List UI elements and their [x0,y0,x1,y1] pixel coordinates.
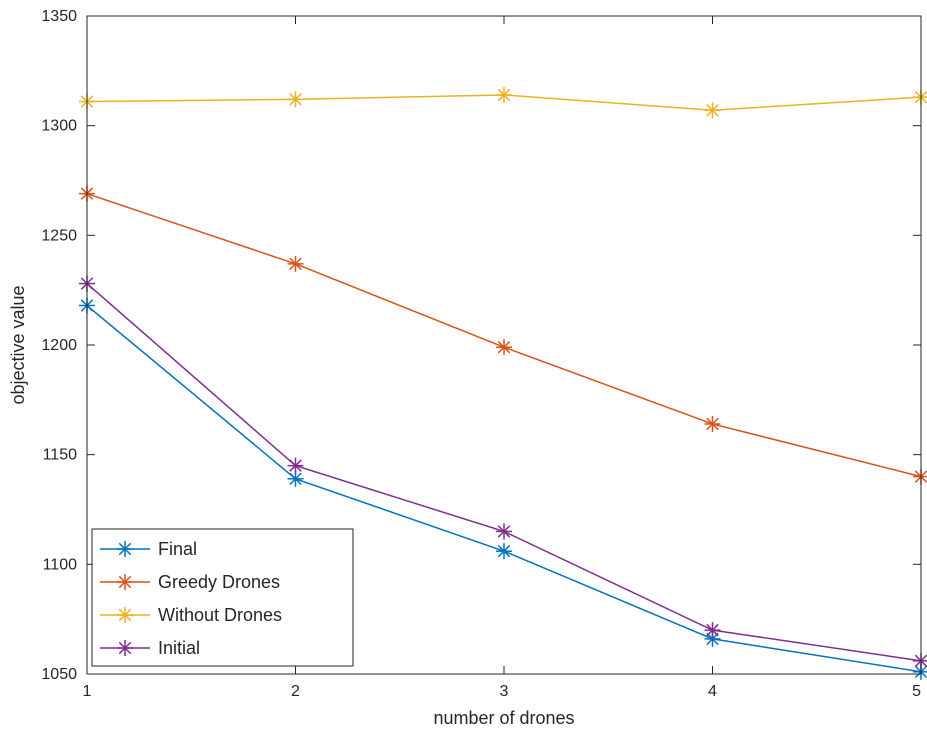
y-tick-label: 1250 [41,227,77,244]
legend-box [91,528,354,667]
legend: Final Greedy Drones Without Drones Initial [91,528,354,667]
legend-entry: Initial [100,638,200,658]
legend-label: Greedy Drones [158,572,280,592]
data-point-marker [704,415,721,432]
series-layer [79,86,927,680]
data-point-marker [287,457,304,474]
x-tick-label: 1 [83,683,92,700]
legend-marker [117,574,133,590]
data-point-marker [287,255,304,272]
y-tick-label: 1300 [41,118,77,135]
data-point-marker [496,543,512,560]
data-point-marker [704,630,721,647]
series-without-drones [79,86,927,119]
y-tick-label: 1150 [43,447,78,464]
series-line [86,192,922,478]
data-point-marker [704,102,721,119]
y-axis-label: objective value [8,285,28,404]
data-point-marker [287,91,304,108]
y-tick-label: 1100 [43,556,78,573]
x-tick-label: 2 [291,683,300,700]
axes-layer: 1 2 3 4 5 1050 1100 1150 1200 1250 1300 1350 number … [8,8,922,728]
y-tick-label: 1050 [41,666,77,683]
legend-label: Without Drones [158,605,282,625]
x-tick-label: 5 [912,683,921,700]
data-point-marker [496,339,512,356]
legend-label: Initial [158,638,200,658]
x-axis-label: number of drones [433,708,574,728]
y-tick-label: 1350 [41,8,77,25]
y-tick-label: 1200 [41,337,77,354]
x-tick-label: 3 [500,683,509,700]
legend-marker [117,541,133,557]
legend-marker [117,607,133,623]
data-point-marker [496,86,512,103]
data-point-marker [913,89,927,106]
legend-entry: Greedy Drones [100,572,280,592]
data-point-marker [913,468,927,485]
data-point-marker [496,523,512,540]
series-greedy-drones [79,185,927,485]
x-tick-label: 4 [708,683,717,700]
legend-label: Final [158,539,197,559]
legend-entry: Final [100,539,197,559]
data-point-marker [704,622,721,639]
legend-entry: Without Drones [100,605,282,625]
legend-marker [117,640,133,656]
